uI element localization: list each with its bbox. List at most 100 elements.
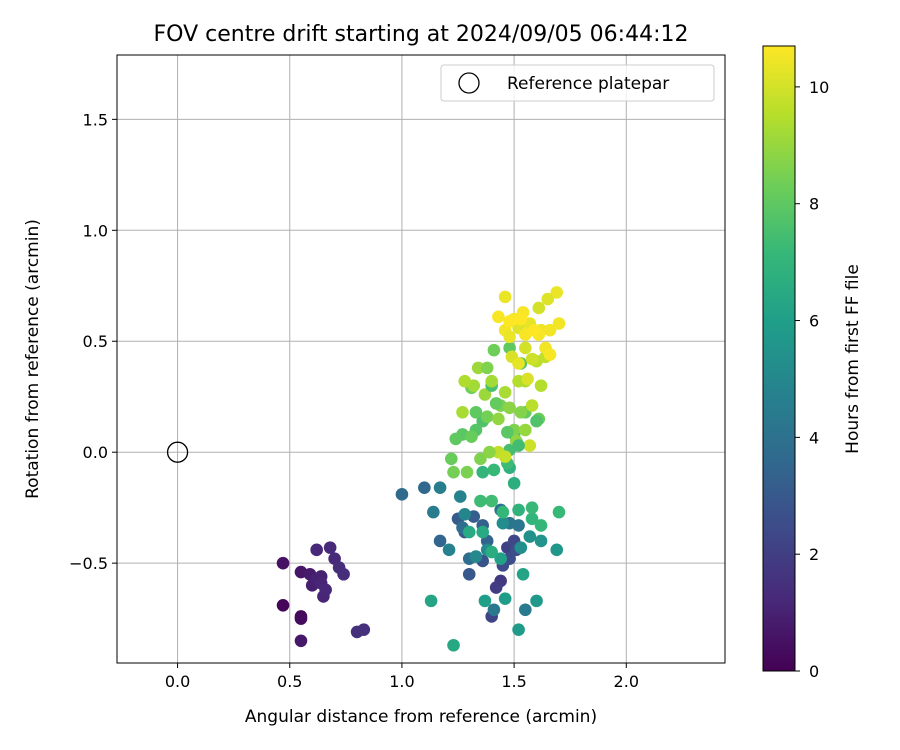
scatter-point [480,361,494,375]
colorbar: 0 2 4 6 8 10 Hours from first FF file [762,45,863,681]
scatter-point [496,516,510,530]
colorbar-tick-label: 2 [809,545,819,564]
scatter-point [424,594,438,608]
grid-lines [117,55,725,663]
x-tick-label: 0.0 [165,672,190,691]
scatter-point [418,481,431,495]
scatter-point [494,552,507,566]
scatter-point [489,397,503,410]
scatter-point [534,519,548,532]
scatter-point [516,567,530,581]
scatter-point [469,550,483,563]
scatter-point [485,494,498,508]
x-axis-label: Angular distance from reference (arcmin) [245,707,597,727]
scatter-point [456,405,469,419]
scatter-point [492,310,505,324]
scatter-point [519,341,532,355]
scatter-point [519,603,532,617]
scatter-point [444,452,458,466]
scatter-point [503,314,516,328]
scatter-point [523,439,537,452]
scatter-point [498,290,512,304]
scatter-point [433,534,447,548]
scatter-point [487,463,501,477]
scatter-point [514,312,528,326]
scatter-point [357,623,371,637]
scatter-point [534,379,548,392]
x-tick-label: 2.0 [614,672,639,691]
scatter-point [527,323,541,337]
scatter-point [469,405,483,419]
y-tick-label: 0.5 [83,332,108,351]
reference-platepar-marker [166,441,189,463]
scatter-point [525,399,539,412]
scatter-point [483,445,496,459]
scatter-point [501,425,514,439]
scatter-point [395,488,409,501]
scatter-point [552,317,566,330]
colorbar-gradient [762,45,796,672]
scatter-point [476,465,489,479]
scatter-point [512,357,525,370]
scatter-point [485,545,498,559]
scatter-point [458,508,472,521]
scatter-point [532,301,546,315]
scatter-point [541,292,555,306]
x-tick-label: 1.0 [389,672,414,691]
scatter-point [512,623,525,637]
scatter-point [489,581,503,594]
scatter-point [530,594,543,608]
scatter-point [521,372,534,386]
scatter-point [294,634,308,648]
scatter-point [476,525,489,539]
scatter-point [512,503,525,517]
scatter-point [492,412,505,426]
scatter-point [496,505,510,519]
scatter-point [447,638,460,652]
scatter-point [337,567,350,581]
scatter-point [319,583,332,597]
scatter-point [474,452,487,466]
scatter-point [514,405,528,419]
scatter-point [523,530,537,543]
scatter-point [525,501,539,514]
scatter-point [503,330,516,344]
scatter-point [458,374,472,388]
scatter-point [323,541,337,554]
colorbar-tick-label: 6 [809,312,819,331]
scatter-point [498,385,512,399]
scatter-point [514,541,528,554]
scatter-point [449,432,463,446]
y-axis-label: Rotation from reference (arcmin) [23,219,43,499]
scatter-point [503,401,516,415]
y-tick-label: 1.5 [83,110,108,129]
colorbar-tick-label: 0 [809,662,819,681]
scatter-point [442,543,456,557]
legend-reference-marker [458,72,480,94]
scatter-point [519,423,532,437]
scatter-point [433,481,447,495]
scatter-point [552,505,566,519]
scatter-point [543,323,557,337]
scatter-point [525,512,539,526]
scatter-point [276,599,290,612]
scatter-point [480,410,494,423]
scatter-point [530,414,543,428]
colorbar-tick-label: 4 [809,428,819,447]
chart-title: FOV centre drift starting at 2024/09/05 … [154,22,689,47]
plot-frame [116,54,726,664]
legend-box [440,64,715,102]
scatter-point [543,348,557,361]
scatter-point [534,534,548,548]
scatter-point [550,543,564,557]
legend: Reference platepar [440,64,715,102]
scatter-point [427,505,440,519]
scatter-point [485,374,498,388]
scatter-point [512,519,525,532]
scatter-point [550,286,564,299]
colorbar-ticks: 0 2 4 6 8 10 [795,78,829,681]
scatter-point [498,592,512,605]
x-axis-ticks: 0.0 0.5 1.0 1.5 2.0 [165,663,639,691]
scatter-point [478,594,492,608]
